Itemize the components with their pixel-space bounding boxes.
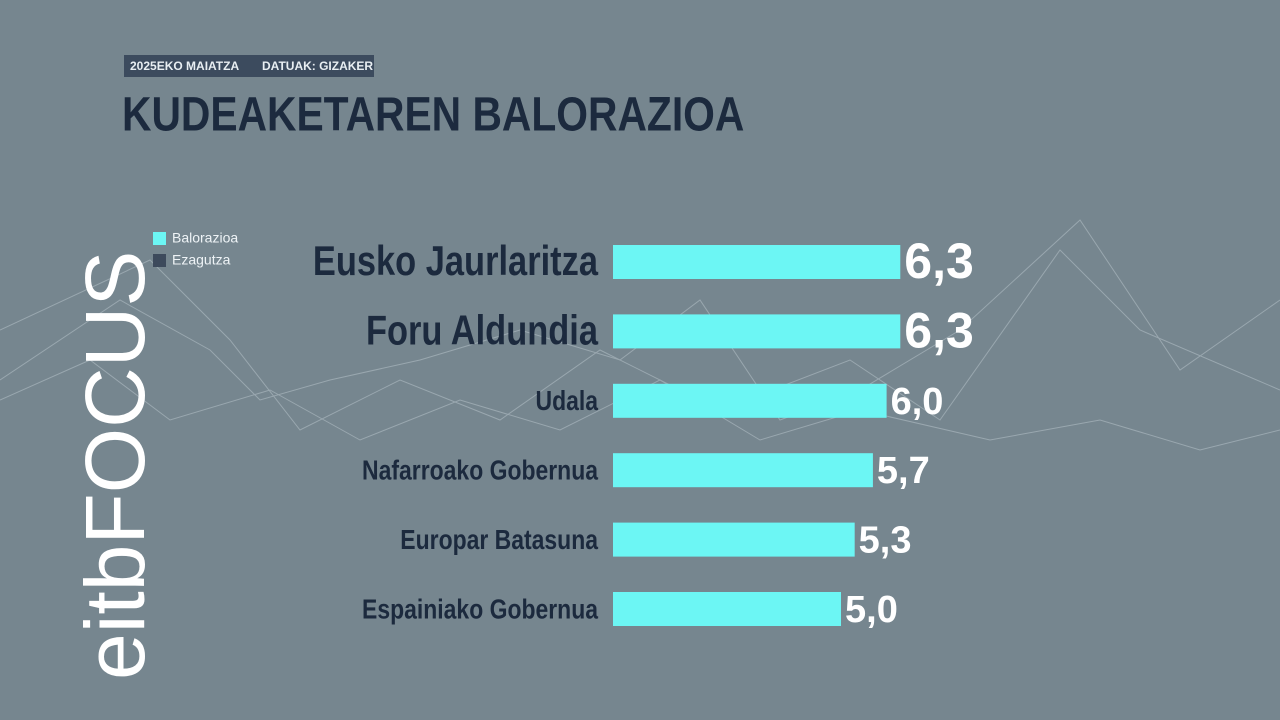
legend-swatch <box>153 254 166 267</box>
bar <box>613 383 887 418</box>
category-label: Espainiako Gobernua <box>362 594 599 625</box>
header-date: 2025EKO MAIATZA <box>130 59 239 73</box>
decor-lines <box>0 219 1280 451</box>
bar <box>613 592 841 626</box>
value-label: 6,3 <box>904 233 974 289</box>
legend-swatch <box>153 232 166 245</box>
category-label: Eusko Jaurlaritza <box>313 238 599 285</box>
value-label: 5,0 <box>845 589 898 631</box>
value-label: 5,3 <box>859 520 912 562</box>
category-label: Udala <box>535 386 598 417</box>
chart-title: KUDEAKETAREN BALORAZIOA <box>122 89 744 142</box>
header-band <box>124 55 374 77</box>
value-label: 6,3 <box>904 303 974 359</box>
category-label: Foru Aldundia <box>366 307 599 354</box>
legend-label: Ezagutza <box>172 252 231 268</box>
legend-label: Balorazioa <box>172 230 238 246</box>
value-label: 5,7 <box>877 450 930 492</box>
logo: eitbFOCUS <box>68 251 162 680</box>
value-label: 6,0 <box>891 381 944 423</box>
bar <box>613 453 873 488</box>
bar <box>613 245 901 279</box>
header-source: DATUAK: GIZAKER <box>262 59 373 73</box>
bar <box>613 314 901 349</box>
category-label: Europar Batasuna <box>400 525 598 556</box>
category-label: Nafarroako Gobernua <box>362 456 599 487</box>
bar <box>613 522 855 557</box>
